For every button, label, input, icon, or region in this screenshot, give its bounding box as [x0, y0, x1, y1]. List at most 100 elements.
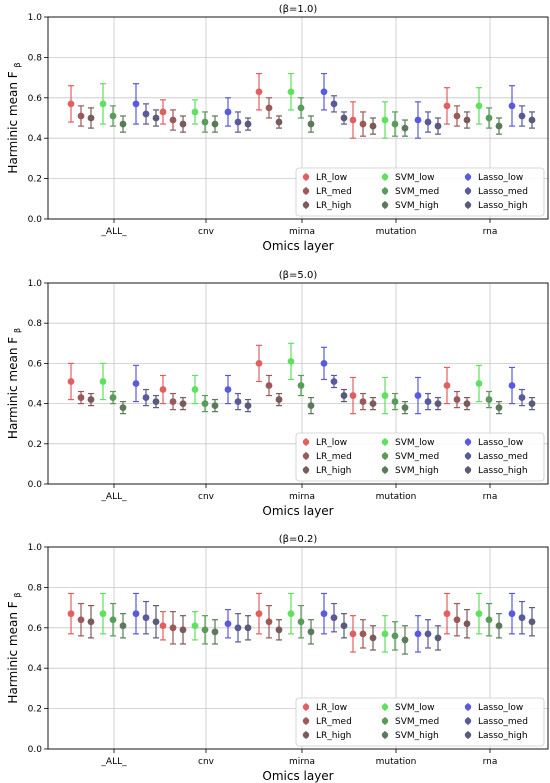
data-point — [119, 622, 127, 630]
data-point — [244, 120, 252, 128]
data-point — [211, 402, 219, 410]
legend-label: Lasso_med — [478, 452, 528, 462]
chart-title: (β=0.2) — [279, 534, 318, 545]
data-point — [87, 396, 95, 403]
data-point — [201, 400, 209, 407]
data-point — [401, 124, 409, 132]
legend-item: LR_high — [302, 731, 351, 741]
data-point — [132, 100, 140, 108]
legend-label: Lasso_high — [478, 466, 528, 476]
y-tick-label: 0.4 — [28, 134, 43, 144]
legend-item: SVM_high — [381, 731, 439, 741]
y-tick-label: 0.2 — [28, 440, 42, 450]
x-tick-label: mirna — [289, 492, 315, 502]
data-point — [330, 378, 338, 385]
data-point — [391, 120, 399, 128]
data-point — [518, 394, 526, 401]
y-tick-label: 0.0 — [28, 215, 43, 225]
data-point — [320, 360, 328, 367]
legend-marker — [381, 731, 389, 739]
data-point — [424, 118, 432, 126]
legend-item: LR_low — [302, 438, 347, 448]
data-point — [434, 634, 442, 642]
series-SVM_high — [119, 396, 503, 415]
series-Lasso_low — [132, 592, 516, 653]
legend-marker — [302, 703, 310, 711]
legend-item: Lasso_med — [464, 717, 528, 727]
data-point — [119, 120, 127, 128]
legend-item: SVM_high — [381, 201, 439, 211]
legend-marker — [464, 731, 472, 739]
data-point — [297, 618, 305, 626]
legend-marker — [381, 452, 389, 460]
data-point — [369, 634, 377, 642]
legend-label: LR_high — [316, 731, 351, 741]
data-point — [169, 398, 177, 405]
series-SVM_med — [109, 602, 493, 651]
series-Lasso_high — [152, 388, 536, 413]
x-tick-label: cnv — [198, 227, 215, 237]
data-point — [109, 394, 117, 401]
x-tick-label: rna — [483, 492, 498, 502]
legend-item: Lasso_high — [464, 466, 528, 476]
data-point — [434, 400, 442, 407]
data-point — [152, 114, 160, 122]
data-point — [224, 386, 232, 393]
legend-label: SVM_med — [395, 717, 439, 727]
y-tick-label: 0.8 — [28, 53, 43, 63]
data-point — [159, 386, 167, 393]
data-point — [307, 402, 315, 410]
legend-marker — [464, 717, 472, 725]
data-point — [453, 396, 461, 403]
legend-box — [295, 432, 545, 482]
chart-panel-3: 0.0 0.2 0.4 0.6 0.8 1.0 _ALL_ cnv mirna mutation r… — [6, 534, 549, 783]
data-point — [369, 122, 377, 130]
data-point — [234, 398, 242, 405]
data-point — [287, 357, 295, 365]
data-point — [275, 396, 283, 403]
series-SVM_low — [99, 72, 483, 139]
legend-marker — [464, 173, 472, 181]
legend-label: SVM_low — [395, 438, 435, 448]
data-point — [191, 386, 199, 393]
data-point — [528, 116, 536, 124]
data-point — [475, 610, 483, 618]
x-tick-label: _ALL_ — [100, 757, 127, 767]
data-point — [179, 120, 187, 128]
legend-label: Lasso_low — [478, 173, 523, 183]
data-point — [77, 616, 85, 624]
legend-marker — [464, 187, 472, 195]
data-point — [475, 380, 483, 387]
y-axis-label: Harminic mean F β — [6, 592, 22, 703]
series-Lasso_high — [152, 109, 536, 135]
data-point — [179, 626, 187, 634]
legend-label: Lasso_low — [478, 703, 523, 713]
series-LR_high — [87, 107, 471, 135]
series-Lasso_med — [142, 600, 526, 649]
legend-box — [295, 697, 545, 747]
series-Lasso_low — [132, 72, 516, 139]
legend-item: SVM_med — [381, 717, 439, 727]
y-axis-label: Harminic mean F β — [6, 62, 22, 173]
data-point — [369, 400, 377, 407]
legend-marker — [302, 452, 310, 460]
legend-item: LR_med — [302, 452, 352, 462]
data-point — [495, 122, 503, 130]
series-Lasso_high — [152, 604, 536, 651]
x-tick-label: cnv — [198, 492, 215, 502]
data-point — [475, 102, 483, 110]
data-point — [191, 622, 199, 630]
legend-marker — [302, 187, 310, 195]
y-tick-label: 1.0 — [28, 13, 43, 23]
legend-marker — [381, 173, 389, 181]
data-point — [485, 616, 493, 624]
data-point — [453, 616, 461, 624]
data-point — [463, 116, 471, 124]
series-LR_high — [87, 392, 471, 411]
data-point — [265, 618, 273, 626]
data-point — [307, 120, 315, 128]
series-LR_med — [77, 374, 461, 411]
legend-marker — [302, 731, 310, 739]
legend-label: LR_low — [316, 438, 347, 448]
series-SVM_med — [109, 97, 493, 137]
